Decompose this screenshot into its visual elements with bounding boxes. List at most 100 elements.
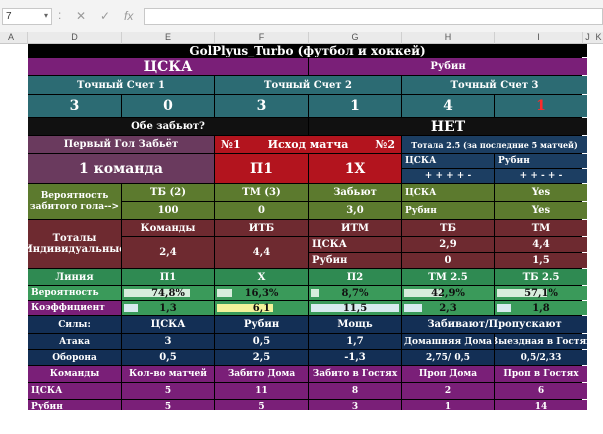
coef-tm[interactable]: 2,3: [402, 301, 494, 315]
scores-value[interactable]: 3,0: [309, 202, 401, 219]
attack-power[interactable]: 1,7: [309, 334, 401, 349]
scored-away-label[interactable]: Забито в Гостях: [309, 366, 401, 382]
line-tm25[interactable]: ТМ 2.5: [402, 269, 494, 285]
line-p1[interactable]: П1: [122, 269, 214, 285]
col-header-i[interactable]: I: [537, 32, 540, 42]
tb2-value[interactable]: 100: [122, 202, 214, 219]
ind-home-team[interactable]: ЦСКА: [309, 237, 401, 252]
attack-away[interactable]: 0,5: [215, 334, 308, 349]
table-cell[interactable]: 11: [215, 383, 308, 399]
first-goal-label[interactable]: Первый Гол Забьёт: [28, 136, 214, 153]
away-yes-value[interactable]: Yes: [495, 202, 587, 219]
name-box[interactable]: 7 ▾: [2, 8, 52, 25]
formula-input[interactable]: [144, 8, 603, 25]
exact-score-1-label[interactable]: Точный Счет 1: [28, 76, 214, 94]
conceded-home-label[interactable]: Проп Дома: [402, 366, 494, 382]
coef-p1[interactable]: 1,3: [122, 301, 214, 315]
strength-away[interactable]: Рубин: [215, 316, 308, 333]
prob-tm[interactable]: 42,9%: [402, 286, 494, 300]
form-away-label[interactable]: Рубин: [495, 154, 587, 168]
defense-away[interactable]: 2,5: [215, 350, 308, 365]
teams-label-2[interactable]: Команды: [28, 366, 121, 382]
col-header-k[interactable]: K: [595, 32, 602, 42]
strength-label[interactable]: Силы:: [28, 316, 121, 333]
defense-power[interactable]: -1,3: [309, 350, 401, 365]
col-header-g[interactable]: G: [351, 32, 359, 42]
col-header-e[interactable]: E: [164, 32, 171, 42]
goal-probability-label[interactable]: Вероятность забитого гола-->: [28, 184, 121, 219]
col-header-f[interactable]: F: [258, 32, 265, 42]
conceded-away-label[interactable]: Проп в Гостях: [495, 366, 587, 382]
itb-label[interactable]: ИТБ: [215, 220, 308, 236]
teams-col-label[interactable]: Команды: [122, 220, 214, 236]
matches-count-label[interactable]: Кол-во матчей: [122, 366, 214, 382]
attack-home[interactable]: 3: [122, 334, 214, 349]
coef-x[interactable]: 6,1: [215, 301, 308, 315]
tb-value[interactable]: 2,4: [122, 237, 214, 268]
coef-p2[interactable]: 11,5: [309, 301, 401, 315]
form-home-label[interactable]: ЦСКА: [402, 154, 494, 168]
away-team-header[interactable]: Рубин: [309, 58, 587, 75]
cancel-icon[interactable]: ✕: [76, 9, 87, 23]
table-cell[interactable]: 5: [122, 383, 214, 399]
score-value[interactable]: 3: [28, 95, 121, 117]
line-label[interactable]: Линия: [28, 269, 121, 285]
ind-away-team[interactable]: Рубин: [309, 253, 401, 268]
table-row-home-team[interactable]: ЦСКА: [28, 383, 121, 399]
def-home-ratio[interactable]: 2,75/ 0,5: [402, 350, 494, 365]
coef-label[interactable]: Коэффициент: [28, 301, 121, 315]
ind-away-itm[interactable]: 1,5: [495, 253, 587, 268]
form-away-value[interactable]: + + - + -: [495, 169, 587, 183]
table-cell[interactable]: 6: [495, 383, 587, 399]
def-away-ratio[interactable]: 0,5/2,33: [495, 350, 587, 365]
defense-home[interactable]: 0,5: [122, 350, 214, 365]
outcome-value-2[interactable]: 1Х: [309, 154, 401, 183]
prob-x[interactable]: 16,3%: [215, 286, 308, 300]
first-goal-value[interactable]: 1 команда: [28, 154, 214, 183]
prob-p1[interactable]: 74,8%: [122, 286, 214, 300]
tb2-label[interactable]: ТБ (2): [122, 184, 214, 201]
prob-p2[interactable]: 8,7%: [309, 286, 401, 300]
line-tb25[interactable]: ТБ 2.5: [495, 269, 587, 285]
col-header-j[interactable]: J: [585, 32, 590, 42]
score-value[interactable]: 1: [495, 95, 587, 117]
tb-label[interactable]: ТБ: [402, 220, 494, 236]
ind-home-itb[interactable]: 2,9: [402, 237, 494, 252]
outcome-value-1[interactable]: П1: [215, 154, 308, 183]
power-label[interactable]: Мощь: [309, 316, 401, 333]
both-score-label[interactable]: Обе забьют?: [28, 118, 308, 135]
score-value[interactable]: 1: [309, 95, 401, 117]
tm-value[interactable]: 4,4: [215, 237, 308, 268]
table-cell[interactable]: 2: [402, 383, 494, 399]
score-value[interactable]: 4: [402, 95, 494, 117]
tm-label[interactable]: ТМ: [495, 220, 587, 236]
col-header-a[interactable]: A: [7, 32, 14, 42]
home-home-label[interactable]: Домашняя Дома: [402, 334, 494, 349]
sheet-title[interactable]: GolPlyus_Turbo (футбол и хоккей): [28, 44, 587, 57]
ind-totals-label[interactable]: Тоталы Индивидуальные: [28, 220, 121, 268]
outcome-header[interactable]: №1 Исход матча №2: [215, 136, 401, 153]
scored-home-label[interactable]: Забито Дома: [215, 366, 308, 382]
home-yes-label[interactable]: ЦСКА: [402, 184, 494, 201]
away-away-label[interactable]: Выездная в Гостях: [495, 334, 587, 349]
prob-row-label[interactable]: Вероятность: [28, 286, 121, 300]
both-score-value[interactable]: НЕТ: [309, 118, 587, 135]
totals-last5-label[interactable]: Тотала 2.5 (за последние 5 матчей): [402, 136, 587, 153]
strength-home[interactable]: ЦСКА: [122, 316, 214, 333]
attack-label[interactable]: Атака: [28, 334, 121, 349]
dropdown-icon[interactable]: ▾: [43, 11, 48, 20]
ind-away-itb[interactable]: 0: [402, 253, 494, 268]
defense-label[interactable]: Оборона: [28, 350, 121, 365]
table-cell[interactable]: 8: [309, 383, 401, 399]
form-home-value[interactable]: + + + + -: [402, 169, 494, 183]
line-p2[interactable]: П2: [309, 269, 401, 285]
coef-tb[interactable]: 1,8: [495, 301, 587, 315]
col-header-d[interactable]: D: [71, 32, 78, 42]
home-team-header[interactable]: ЦСКА: [28, 58, 308, 75]
itm-label[interactable]: ИТМ: [309, 220, 401, 236]
score-value[interactable]: 0: [122, 95, 214, 117]
line-x[interactable]: Х: [215, 269, 308, 285]
exact-score-2-label[interactable]: Точный Счет 2: [215, 76, 401, 94]
score-value[interactable]: 3: [215, 95, 308, 117]
tm3-label[interactable]: ТМ (3): [215, 184, 308, 201]
